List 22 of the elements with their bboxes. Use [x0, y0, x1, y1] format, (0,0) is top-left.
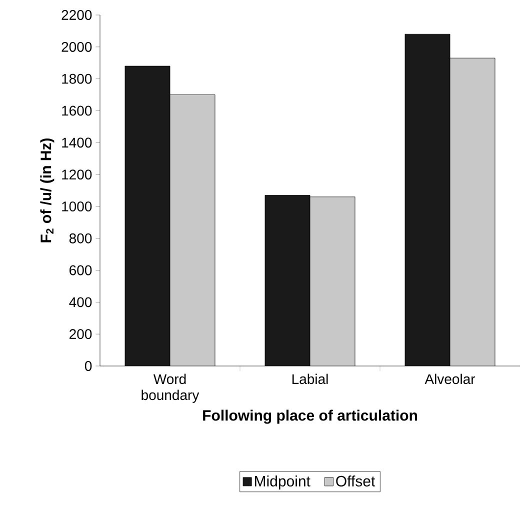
- y-tick-label: 1000: [62, 201, 92, 212]
- y-tick-label: 1800: [62, 74, 92, 84]
- y-tick-label: 800: [69, 233, 92, 244]
- y-axis-title: F$_{2}$ of /u/ (in Hz): [40, 138, 54, 242]
- y-tick-label: 1400: [62, 138, 92, 148]
- x-axis-title: Following place of articulation: [203, 410, 418, 424]
- y-tick-label: 600: [70, 265, 92, 276]
- y-tick-label: 400: [69, 297, 92, 308]
- legend-label: Offset: [336, 476, 376, 487]
- legend-label: Midpoint: [255, 476, 310, 490]
- y-tick-label: 2200: [62, 10, 92, 20]
- y-tick-label: 1200: [62, 170, 92, 180]
- x-tick-label: Alveolar: [424, 374, 476, 384]
- x-tick-label: Labial: [292, 374, 328, 384]
- bar: [404, 34, 450, 366]
- y-tick-label: 200: [70, 329, 92, 340]
- y-tick-label: 1600: [62, 106, 92, 116]
- y-tick-label: 2000: [62, 42, 92, 52]
- x-tick-label: Word boundary: [142, 374, 200, 403]
- bar: [265, 195, 310, 366]
- y-tick-label: 0: [84, 361, 92, 371]
- bar: [125, 66, 170, 366]
